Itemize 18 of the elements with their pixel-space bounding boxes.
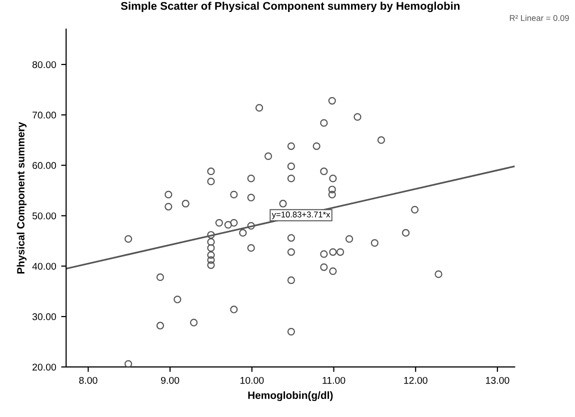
y-tick-label: 50.00 [32,212,56,220]
x-tick-label: 8.00 [79,376,98,384]
x-axis-title: Hemoglobin(g/dl) [248,391,333,402]
y-tick-label: 70.00 [32,112,56,119]
chart-title: Simple Scatter of Physical Component summery by Hemoglobin [120,2,460,12]
y-tick-label: 40.00 [32,262,56,270]
annotation: y=10.83+3.71*x [272,212,330,220]
y-tick-label: 80.00 [32,61,56,68]
x-tick-label: 11.00 [322,376,346,384]
y-axis-title: Physical Component summery [16,122,27,274]
x-tick-label: 10.00 [240,376,264,384]
x-tick-label: 12.00 [404,376,428,384]
y-tick-label: 20.00 [32,364,56,371]
x-tick-label: 13.00 [486,376,510,384]
text: R² Linear = 0.09 [510,14,569,21]
x-tick-label: 9.00 [161,376,180,384]
y-tick-label: 30.00 [32,313,56,320]
y-tick-label: 60.00 [32,162,56,169]
